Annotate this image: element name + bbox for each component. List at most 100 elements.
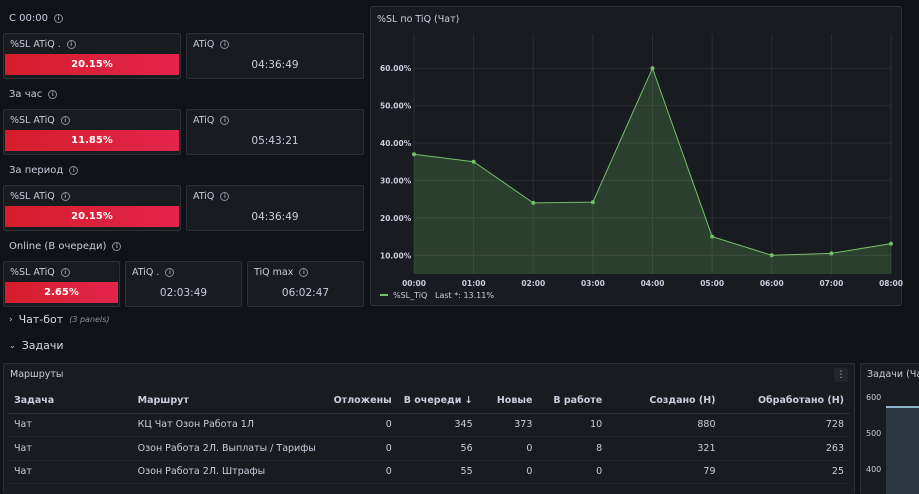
row-chatbot[interactable]: › Чат-бот (3 panels) — [9, 313, 109, 326]
cell-in-queue: 55 — [397, 460, 479, 484]
col-header-route[interactable]: Маршрут — [131, 389, 322, 414]
y-tick-label: 40.00% — [380, 139, 412, 148]
col-header-task[interactable]: Задача — [8, 389, 132, 414]
stat-panel-tiq-max-online[interactable]: TiQ max i 06:02:47 — [247, 261, 364, 307]
col-header-in-queue[interactable]: В очереди ↓ — [397, 389, 479, 414]
cell-deferred: 0 — [321, 436, 398, 461]
table-row[interactable]: Чат Озон Работа 2Л. Штрафы 0 55 0 0 79 2… — [8, 460, 850, 484]
col-header-processed[interactable]: Обработано (Н) — [721, 389, 850, 414]
x-tick-label: 07:00 — [819, 279, 843, 288]
cell-in-work: 0 — [538, 460, 609, 484]
section-title: С 00:00 — [9, 13, 48, 24]
x-tick-label: 00:00 — [402, 279, 426, 288]
stat-panel-sl-per-hour[interactable]: %SL ATiQ i 11.85% — [3, 109, 181, 155]
tasks-series-area — [886, 407, 919, 494]
row-tasks[interactable]: ⌄ Задачи — [9, 339, 64, 352]
cell-in-queue: 345 — [397, 413, 479, 437]
tasks-series-line — [886, 406, 919, 408]
section-online: Online (В очереди) i — [9, 241, 122, 252]
x-tick-label: 08:00 — [879, 279, 903, 288]
y-tick-label: 60.00% — [380, 64, 412, 73]
panel-title: ATiQ . — [132, 267, 160, 278]
stat-panel-atiq-since-midnight[interactable]: ATiQ i 04:36:49 — [186, 33, 364, 79]
col-header-created[interactable]: Создано (Н) — [608, 389, 722, 414]
panel-title: ATiQ — [193, 115, 215, 126]
stat-value: 02:03:49 — [159, 287, 208, 299]
info-icon[interactable]: i — [299, 268, 309, 277]
x-tick-label: 01:00 — [462, 279, 486, 288]
table-row[interactable]: Чат Озон Работа 2Л. Выплаты / Тарифы 0 5… — [8, 436, 850, 461]
data-point — [590, 200, 595, 205]
x-tick-label: 03:00 — [581, 279, 605, 288]
panel-menu-icon[interactable]: ⋮ — [834, 368, 848, 382]
stat-panel-sl-online[interactable]: %SL ATiQ i 2.65% — [3, 261, 120, 307]
tasks-chart-panel[interactable]: Задачи (Чат) 600 500 400 — [860, 363, 919, 494]
table-row[interactable]: Чат КЦ Чат Озон Работа 1Л 0 345 373 10 8… — [8, 413, 850, 437]
chevron-right-icon: › — [9, 314, 13, 325]
info-icon[interactable]: i — [66, 40, 76, 49]
col-header-deferred[interactable]: Отложены — [321, 389, 398, 414]
info-icon[interactable]: i — [220, 116, 230, 125]
panel-title: ATiQ — [193, 39, 215, 50]
section-title: За период — [9, 165, 64, 176]
data-point — [889, 241, 893, 246]
chevron-down-icon: ⌄ — [9, 341, 16, 350]
cell-new: 0 — [478, 436, 539, 461]
info-icon[interactable]: i — [60, 192, 70, 201]
stat-value: 06:02:47 — [281, 287, 330, 299]
x-tick-label: 04:00 — [641, 279, 665, 288]
series-area — [414, 68, 891, 275]
info-icon[interactable]: i — [60, 116, 70, 125]
info-icon[interactable]: i — [220, 40, 230, 49]
routes-panel-title: Маршруты — [10, 369, 64, 380]
legend-label: %SL_TiQ — [393, 291, 427, 300]
cell-created: 880 — [608, 413, 722, 437]
col-header-in-work[interactable]: В работе — [538, 389, 609, 414]
y-tick-label: 10.00% — [380, 251, 412, 260]
info-icon[interactable]: i — [60, 268, 70, 277]
col-header-new[interactable]: Новые — [478, 389, 539, 414]
cell-route: Озон Работа 2Л. Выплаты / Тарифы — [131, 436, 322, 461]
info-icon[interactable]: i — [69, 166, 79, 175]
info-icon[interactable]: i — [220, 192, 230, 201]
chart-panel-title: %SL по TiQ (Чат) — [377, 14, 460, 25]
section-since-midnight: С 00:00 i — [9, 13, 63, 24]
row-title: Задачи — [21, 339, 64, 352]
stat-value: 04:36:49 — [251, 211, 299, 223]
panel-title: %SL ATiQ — [10, 191, 55, 202]
x-tick-label: 06:00 — [760, 279, 784, 288]
stat-value: 2.65% — [5, 282, 118, 303]
section-title: За час — [9, 89, 43, 100]
data-point — [471, 159, 476, 164]
data-point — [412, 152, 416, 157]
data-point — [829, 251, 834, 256]
legend-stat: Last *: 13.11% — [435, 291, 494, 300]
info-icon[interactable]: i — [165, 268, 175, 277]
y-tick-label: 50.00% — [380, 102, 412, 111]
panel-title: TiQ max — [254, 267, 294, 278]
cell-new: 373 — [478, 413, 539, 437]
stat-panel-atiq-online[interactable]: ATiQ . i 02:03:49 — [125, 261, 242, 307]
info-icon[interactable]: i — [48, 90, 58, 99]
cell-in-work: 10 — [538, 413, 609, 437]
stat-panel-sl-per-period[interactable]: %SL ATiQ i 20.15% — [3, 185, 181, 231]
routes-table-panel[interactable]: Маршруты ⋮ Задача Маршрут Отложены В оче… — [3, 363, 855, 494]
panel-title: ATiQ — [193, 191, 215, 202]
cell-deferred: 0 — [321, 460, 398, 484]
stat-panel-atiq-per-hour[interactable]: ATiQ i 05:43:21 — [186, 109, 364, 155]
cell-created: 321 — [608, 436, 722, 461]
stat-value: 04:36:49 — [251, 59, 299, 71]
info-icon[interactable]: i — [53, 14, 63, 23]
cell-processed: 728 — [721, 413, 850, 437]
info-icon[interactable]: i — [112, 242, 122, 251]
row-title: Чат-бот — [18, 313, 64, 326]
chart-panel-sl-tiq[interactable]: %SL по TiQ (Чат) 10.00% 20.00% 30.00% 40.00… — [370, 6, 903, 306]
stat-panel-sl-since-midnight[interactable]: %SL ATiQ . i 20.15% — [3, 33, 181, 79]
stat-panel-atiq-per-period[interactable]: ATiQ i 04:36:49 — [186, 185, 364, 231]
col-header-label: В очереди — [403, 395, 462, 407]
y-tick-label: 500 — [866, 429, 882, 438]
cell-task: Чат — [8, 436, 132, 461]
cell-route: КЦ Чат Озон Работа 1Л — [131, 413, 322, 437]
x-tick-label: 02:00 — [521, 279, 545, 288]
data-point — [650, 66, 655, 71]
